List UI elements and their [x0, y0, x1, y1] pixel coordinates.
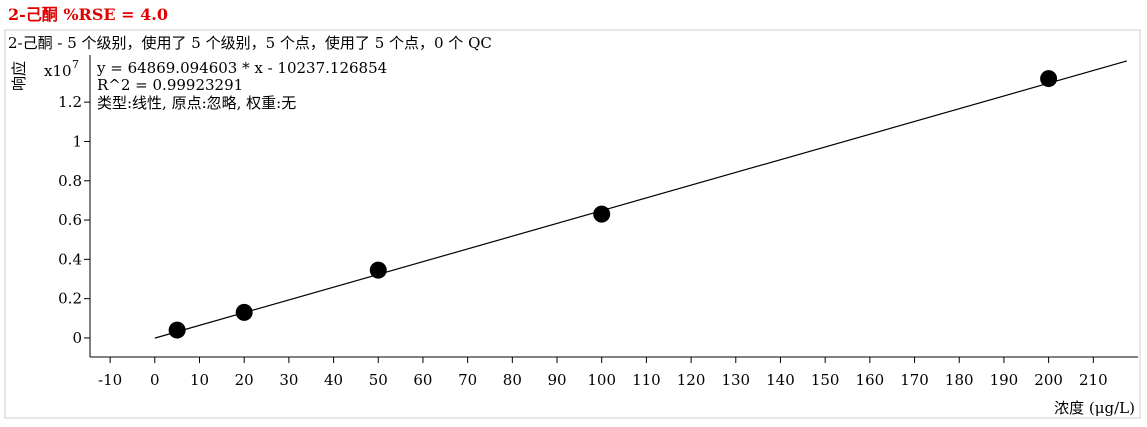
chart-title: 2-己酮 %RSE = 4.0	[8, 5, 168, 24]
y-tick-label: 1	[72, 132, 82, 150]
y-axis-label: 响应	[10, 61, 28, 91]
x-tick-label: 60	[413, 371, 432, 389]
x-tick-label: -10	[98, 371, 122, 389]
x-tick-label: 80	[503, 371, 522, 389]
x-tick-label: 120	[677, 371, 706, 389]
x-tick-label: 180	[945, 371, 974, 389]
fit-line	[154, 60, 1127, 339]
y-tick-label: 0.4	[58, 250, 82, 268]
y-tick-label: 0	[72, 329, 82, 347]
frame	[4, 29, 1141, 419]
x-tick-label: 170	[900, 371, 929, 389]
y-tick-label: 0.2	[58, 290, 82, 308]
x-tick-label: 100	[587, 371, 616, 389]
x-tick-label: 70	[458, 371, 477, 389]
x-tick-label: 0	[150, 371, 160, 389]
x-tick-label: 90	[547, 371, 566, 389]
data-point	[1040, 70, 1058, 88]
subtitle: 2-己酮 - 5 个级别，使用了 5 个级别，5 个点，使用了 5 个点，0 个…	[8, 34, 492, 52]
y-tick-label: 0.8	[58, 172, 82, 190]
x-tick-label: 140	[766, 371, 795, 389]
data-point	[168, 321, 186, 339]
x-tick-label: 190	[990, 371, 1019, 389]
annotation: y = 64869.094603 * x - 10237.126854	[96, 59, 387, 77]
x-tick-label: 50	[369, 371, 388, 389]
y-tick-label: 0.6	[58, 211, 82, 229]
x-tick-label: 10	[190, 371, 209, 389]
y-exponent: 7	[72, 58, 79, 71]
x-tick-label: 160	[856, 371, 885, 389]
x-tick-label: 150	[811, 371, 840, 389]
x-tick-label: 210	[1079, 371, 1108, 389]
x-tick-label: 110	[632, 371, 661, 389]
x-tick-label: 20	[235, 371, 254, 389]
data-point	[593, 205, 611, 223]
data-point	[235, 303, 253, 321]
data-point	[369, 261, 387, 279]
x-tick-label: 130	[721, 371, 750, 389]
y-multiplier: x10	[44, 62, 72, 80]
annotation: R^2 = 0.99923291	[97, 76, 243, 94]
x-axis-label: 浓度 (μg/L)	[1054, 399, 1135, 417]
annotation: 类型:线性, 原点:忽略, 权重:无	[97, 94, 296, 112]
x-tick-label: 40	[324, 371, 343, 389]
x-tick-label: 200	[1034, 371, 1063, 389]
x-tick-label: 30	[279, 371, 298, 389]
y-tick-label: 1.2	[58, 93, 82, 111]
